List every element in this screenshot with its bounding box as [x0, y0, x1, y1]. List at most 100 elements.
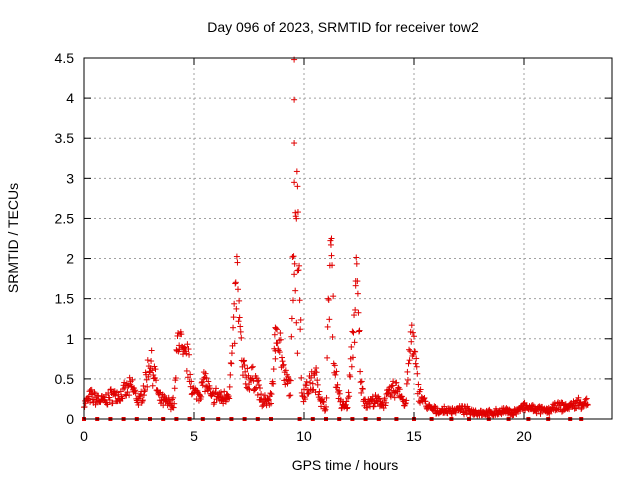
axis-ticks	[83, 57, 612, 420]
data-point	[291, 260, 298, 267]
data-point	[279, 354, 285, 361]
data-point	[350, 329, 357, 336]
data-point	[228, 360, 235, 367]
data-point	[291, 271, 298, 278]
y-tick-label: 0	[66, 411, 74, 427]
data-point	[210, 401, 217, 408]
data-point	[349, 354, 356, 361]
data-point	[261, 392, 268, 399]
data-point	[293, 215, 300, 222]
data-point	[302, 396, 309, 403]
data-point	[242, 368, 249, 375]
data-point-outlier	[352, 278, 359, 285]
data-point	[265, 396, 272, 403]
x-tick-label: 0	[80, 428, 88, 444]
data-point	[356, 327, 363, 334]
data-point	[415, 381, 422, 388]
data-point	[578, 406, 585, 413]
data-point	[324, 323, 331, 330]
data-point	[137, 391, 144, 398]
data-point	[406, 346, 413, 353]
data-point	[198, 393, 205, 400]
data-point	[297, 326, 304, 333]
data-point	[213, 385, 219, 392]
data-point	[441, 403, 448, 410]
data-point	[356, 328, 362, 335]
data-point	[255, 377, 262, 384]
data-point	[144, 383, 151, 390]
data-point	[282, 367, 289, 374]
data-point	[221, 388, 228, 395]
data-point	[148, 347, 155, 354]
data-point	[106, 397, 113, 404]
data-point-outlier	[272, 355, 279, 362]
data-point	[327, 241, 334, 248]
data-point-outlier	[293, 319, 300, 326]
data-point	[167, 400, 174, 407]
data-point	[126, 392, 133, 399]
data-point	[274, 326, 281, 333]
data-point	[270, 366, 277, 373]
x-axis-label: GPS time / hours	[292, 457, 399, 473]
data-point	[329, 262, 336, 269]
data-point	[355, 309, 362, 316]
data-point	[288, 333, 295, 340]
data-point	[149, 367, 156, 374]
data-point-outlier	[291, 140, 298, 147]
data-point	[391, 389, 398, 396]
data-point	[402, 400, 409, 407]
data-point	[417, 386, 424, 393]
data-point	[322, 406, 329, 413]
data-point	[346, 393, 353, 400]
data-point	[271, 331, 278, 338]
data-point	[382, 399, 389, 406]
data-point	[336, 387, 343, 394]
data-point	[231, 340, 238, 347]
data-point	[459, 408, 466, 415]
data-point	[112, 392, 119, 399]
data-point	[267, 390, 274, 397]
data-point	[409, 329, 416, 336]
data-point	[287, 377, 294, 384]
data-point	[408, 322, 415, 329]
grid	[84, 58, 612, 419]
data-point	[276, 349, 283, 356]
data-point	[309, 387, 316, 394]
data-point	[233, 253, 240, 260]
data-point	[140, 382, 147, 389]
data-point	[224, 391, 231, 398]
data-point	[357, 368, 364, 375]
data-point	[135, 401, 142, 408]
data-point	[370, 403, 377, 410]
data-point	[202, 388, 208, 395]
data-point	[203, 375, 210, 382]
data-point	[92, 401, 99, 408]
data-point	[391, 394, 398, 401]
data-point	[331, 362, 338, 369]
data-point	[199, 382, 206, 389]
data-point	[296, 297, 303, 304]
data-point	[333, 368, 340, 375]
data-point	[583, 395, 590, 402]
data-point	[236, 297, 243, 304]
data-point	[292, 209, 299, 216]
data-point	[403, 380, 410, 387]
data-point	[181, 344, 188, 351]
data-point	[398, 393, 405, 400]
data-point	[411, 333, 417, 340]
data-points	[81, 56, 591, 421]
data-point	[569, 401, 576, 408]
data-point	[336, 390, 343, 397]
data-point	[248, 364, 255, 371]
data-point	[257, 385, 263, 392]
data-point	[187, 371, 194, 378]
data-point	[270, 380, 277, 387]
data-point	[529, 402, 536, 409]
data-point	[241, 357, 248, 364]
data-point	[319, 398, 326, 405]
data-point	[139, 398, 146, 405]
data-point	[396, 386, 403, 393]
data-point	[142, 387, 149, 394]
data-point	[211, 399, 218, 406]
data-point	[295, 267, 302, 274]
